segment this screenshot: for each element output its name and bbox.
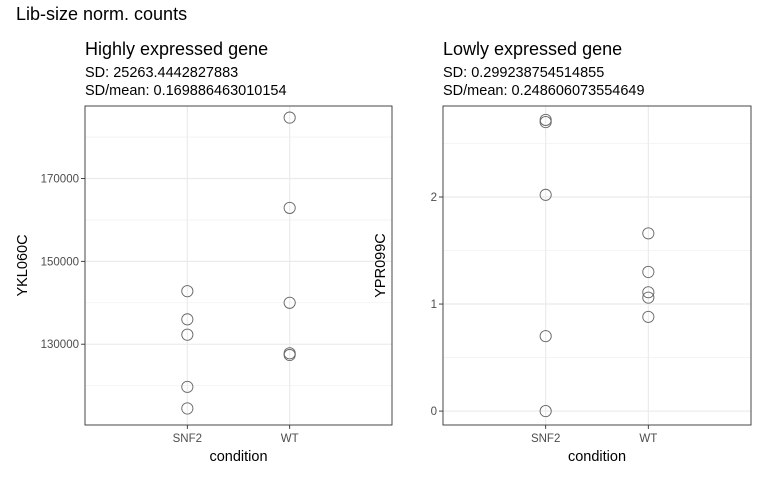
panel-2-subtitle-cv: SD/mean: 0.248606073554649 [443,83,645,99]
y-tick-label: 130000 [41,339,79,351]
x-tick-label: SNF2 [173,433,202,445]
data-point [642,265,655,278]
data-point [181,285,194,298]
data-point [181,380,194,393]
x-tick-label: SNF2 [531,433,560,445]
data-point [181,402,194,415]
data-point [539,116,552,129]
x-axis-title: condition [568,449,626,465]
panel-2-title: Lowly expressed gene [443,39,623,59]
panel-1-subtitle-sd: SD: 25263.4442827883 [85,65,239,81]
y-tick-label: 0 [431,406,437,418]
panel-1-title: Highly expressed gene [85,39,269,59]
x-tick-label: WT [639,433,657,445]
data-point [642,286,655,299]
y-axis-title: YPR099C [373,233,389,297]
x-axis-title: condition [209,449,267,465]
data-point [539,188,552,201]
panel-border [84,105,393,426]
y-tick-label: 2 [431,192,437,204]
panel-1: 130000 150000 170000 SNF2 WT condition YKL060C [15,105,393,465]
y-tick-label: 150000 [41,256,79,268]
y-axis-title: YKL060C [15,234,31,296]
panel-border [442,105,752,426]
y-tick-label: 170000 [41,174,79,186]
data-point [181,313,194,326]
data-point [539,405,552,418]
panel-1-subtitle-cv: SD/mean: 0.169886463010154 [85,83,287,99]
data-point [642,291,655,304]
page-title: Lib-size norm. counts [16,4,188,24]
data-point [642,310,655,323]
data-point [181,328,194,341]
data-point [283,348,296,362]
data-point [283,296,296,309]
x-tick-label: WT [281,433,299,445]
y-tick-label: 1 [431,299,437,311]
panel-2: 0 1 2 SNF2 WT condition YPR099C [373,105,752,465]
data-point [642,227,655,240]
panel-2-subtitle-sd: SD: 0.299238754514855 [443,65,605,81]
data-point [283,111,296,124]
data-point [539,330,552,343]
data-point [283,201,296,214]
